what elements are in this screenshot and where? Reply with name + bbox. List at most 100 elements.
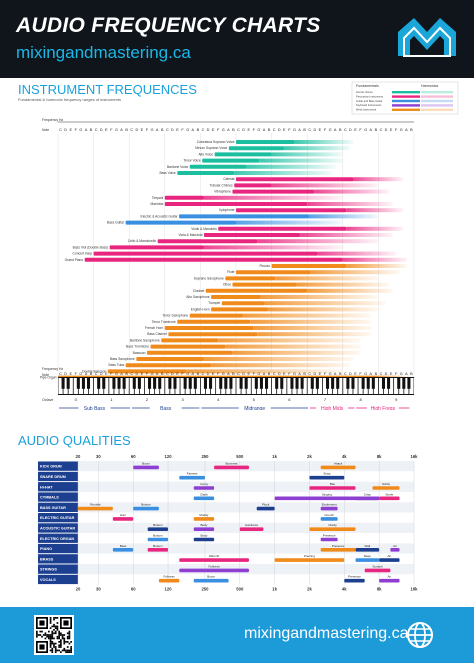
instrument-bar: Bass Voice bbox=[159, 171, 333, 175]
instrument-bar: Electric & Acoustic Guitar bbox=[141, 214, 379, 219]
harmonics-bar bbox=[264, 301, 386, 306]
qr-module bbox=[46, 635, 48, 638]
qr-module bbox=[54, 651, 57, 653]
tick-label-top: 2k bbox=[307, 454, 312, 459]
instrument-label: Bass Saxophone bbox=[110, 357, 135, 361]
quality-label: Boom bbox=[142, 461, 150, 465]
note-label: C bbox=[202, 128, 205, 132]
note-label: D bbox=[100, 128, 103, 132]
qr-module bbox=[49, 649, 52, 652]
quality-label: Rumble bbox=[90, 503, 101, 507]
white-key bbox=[221, 378, 226, 394]
white-key bbox=[58, 378, 63, 394]
quality-bar: Boom bbox=[193, 575, 229, 583]
quality-range-bar bbox=[320, 537, 338, 542]
quality-bar: Air bbox=[379, 575, 400, 583]
note-label: F bbox=[395, 128, 398, 132]
tick-label-top: 60 bbox=[131, 454, 136, 459]
qr-module bbox=[65, 649, 67, 652]
instrument-label: Baritone Saxophone bbox=[130, 338, 160, 342]
instrument-label: Concert Harp bbox=[72, 252, 92, 256]
note-label: G bbox=[186, 128, 189, 132]
note-label: E bbox=[105, 128, 108, 132]
white-key bbox=[348, 378, 353, 394]
quality-bar: Fullness bbox=[158, 575, 180, 583]
black-key bbox=[254, 378, 258, 389]
quality-label: Wall bbox=[364, 544, 370, 548]
instrument-label: Bass Trombone bbox=[126, 345, 149, 349]
quality-bar: Bite bbox=[309, 482, 356, 490]
note-label-bottom: C bbox=[308, 372, 311, 376]
note-label: G bbox=[329, 128, 332, 132]
white-key bbox=[363, 378, 368, 394]
harmonics-bar bbox=[271, 183, 379, 188]
quality-label: Excitement bbox=[322, 503, 337, 507]
fundamentals-bar bbox=[234, 183, 272, 188]
white-key bbox=[353, 378, 358, 394]
quality-bar: Excitement bbox=[320, 503, 338, 511]
note-label-bottom: F bbox=[110, 372, 113, 376]
instrument-label: Viola & Mandola bbox=[179, 233, 203, 237]
white-key bbox=[99, 378, 104, 394]
quality-bar: Singing bbox=[274, 492, 380, 501]
quality-label: Clarity bbox=[328, 523, 337, 527]
header-website-link[interactable]: mixingandmastering.ca bbox=[16, 43, 191, 62]
quality-label: Hum bbox=[120, 513, 127, 517]
harmonics-bar bbox=[310, 270, 400, 275]
white-key bbox=[94, 378, 99, 394]
fundamentals-bar bbox=[202, 158, 260, 163]
qr-module bbox=[49, 635, 52, 638]
globe-icon[interactable] bbox=[406, 621, 434, 649]
instrument-bar: Clarinet bbox=[193, 288, 393, 293]
white-key bbox=[394, 378, 399, 394]
qr-module bbox=[58, 637, 60, 640]
row-label-bg bbox=[38, 564, 78, 574]
quality-range-bar bbox=[379, 578, 400, 583]
black-key bbox=[264, 378, 269, 389]
header-banner: AUDIO FREQUENCY CHARTS mixingandmasterin… bbox=[0, 0, 474, 78]
qr-module bbox=[51, 647, 54, 650]
instrument-bar: Baritone Voice bbox=[167, 164, 336, 169]
white-key bbox=[312, 378, 317, 394]
note-label: D bbox=[171, 128, 174, 132]
note-label: D bbox=[349, 128, 352, 132]
fundamentals-bar bbox=[161, 338, 219, 343]
instrument-bar: Bass Guitar bbox=[107, 220, 343, 225]
quality-row-bg bbox=[38, 512, 414, 523]
legend-key-harmonics: Harmonics bbox=[421, 84, 438, 88]
quality-bar: Crunch bbox=[320, 513, 338, 521]
quality-bar: Body bbox=[193, 534, 215, 542]
quality-bar: Piercing bbox=[274, 554, 345, 562]
qr-module bbox=[36, 634, 38, 636]
qr-module bbox=[56, 635, 59, 638]
black-key bbox=[290, 378, 294, 389]
note-label-bottom: F bbox=[359, 372, 362, 376]
instrument-bar: Celesta bbox=[223, 177, 404, 182]
band-label: Midrange bbox=[244, 406, 265, 410]
black-key bbox=[168, 378, 172, 389]
note-label: E bbox=[69, 128, 72, 132]
instrument-label: Grand Piano bbox=[65, 258, 84, 262]
note-label-bottom: A bbox=[156, 372, 159, 376]
footer-website-link[interactable]: mixingandmastering.ca bbox=[244, 625, 409, 642]
white-key bbox=[327, 378, 333, 394]
qr-module bbox=[54, 617, 57, 619]
legend-fundamental-swatch bbox=[392, 104, 420, 107]
harmonics-bar bbox=[250, 319, 372, 324]
note-label-bottom: D bbox=[64, 372, 67, 376]
row-label-bg bbox=[38, 513, 78, 523]
black-key bbox=[61, 378, 65, 389]
white-key bbox=[236, 378, 241, 394]
harmonics-bar bbox=[314, 189, 390, 194]
row-label-bg bbox=[38, 492, 78, 502]
note-label-bottom: A bbox=[298, 372, 301, 376]
quality-range-bar bbox=[193, 527, 215, 531]
harmonics-bar bbox=[259, 158, 343, 163]
qr-module bbox=[63, 647, 66, 650]
white-key bbox=[246, 378, 251, 394]
quality-bar: Presence bbox=[320, 544, 356, 552]
note-label-bottom: C bbox=[202, 372, 205, 376]
instrument-label: Coloratura Soprano Voice bbox=[197, 140, 235, 144]
fundamentals-bar bbox=[177, 319, 251, 324]
qr-code-icon[interactable] bbox=[34, 615, 74, 655]
